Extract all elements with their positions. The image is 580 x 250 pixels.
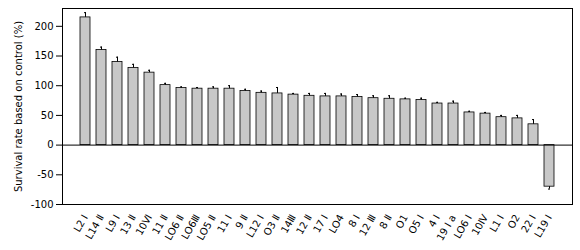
svg-text:LO4: LO4 — [327, 213, 346, 235]
svg-text:Survival rate based on control: Survival rate based on control (%) — [13, 21, 24, 192]
svg-text:22 Ⅰ: 22 Ⅰ — [519, 212, 538, 235]
svg-text:100: 100 — [34, 80, 53, 91]
svg-text:O5 Ⅰ: O5 Ⅰ — [406, 213, 426, 236]
svg-text:50: 50 — [41, 110, 54, 121]
svg-text:LO5 Ⅱ: LO5 Ⅱ — [195, 213, 218, 242]
svg-text:-50: -50 — [37, 169, 53, 180]
svg-text:L19 Ⅰ: L19 Ⅰ — [532, 213, 554, 240]
svg-text:14Ⅲ: 14Ⅲ — [278, 212, 298, 236]
svg-text:10Ⅳ: 10Ⅳ — [470, 212, 491, 237]
svg-text:9 Ⅱ: 9 Ⅱ — [233, 212, 250, 231]
svg-text:8 Ⅰ: 8 Ⅰ — [346, 212, 362, 229]
svg-text:L9 Ⅰ: L9 Ⅰ — [103, 212, 122, 234]
svg-text:LO6 Ⅱ: LO6 Ⅱ — [162, 212, 186, 242]
svg-text:12 Ⅱ: 12 Ⅱ — [294, 213, 314, 237]
svg-text:O1: O1 — [393, 212, 410, 231]
svg-text:17 Ⅰ: 17 Ⅰ — [311, 213, 330, 235]
svg-text:-100: -100 — [31, 199, 54, 210]
svg-text:11 Ⅰ: 11 Ⅰ — [215, 213, 234, 235]
svg-text:12 Ⅲ: 12 Ⅲ — [357, 213, 378, 238]
svg-text:LO6Ⅲ: LO6Ⅲ — [179, 212, 202, 241]
svg-text:11 Ⅱ: 11 Ⅱ — [150, 212, 170, 237]
svg-text:19 Ⅰ a: 19 Ⅰ a — [434, 213, 458, 243]
svg-text:L14 Ⅱ: L14 Ⅱ — [83, 213, 106, 241]
svg-text:13 Ⅱ: 13 Ⅱ — [118, 212, 138, 237]
svg-text:150: 150 — [34, 50, 53, 61]
svg-text:4 Ⅰ: 4 Ⅰ — [426, 212, 442, 229]
svg-text:0: 0 — [47, 139, 53, 150]
svg-text:O3 Ⅱ: O3 Ⅱ — [261, 213, 282, 238]
svg-text:L2 Ⅰ: L2 Ⅰ — [71, 212, 90, 234]
svg-text:200: 200 — [34, 21, 53, 32]
svg-text:L12 Ⅰ: L12 Ⅰ — [244, 213, 266, 240]
svg-text:O2: O2 — [505, 212, 522, 231]
svg-text:LO6 Ⅰ: LO6 Ⅰ — [452, 213, 474, 241]
svg-text:8 Ⅱ: 8 Ⅱ — [377, 213, 394, 231]
svg-text:L1 Ⅰ: L1 Ⅰ — [487, 213, 506, 234]
svg-text:10Ⅵ: 10Ⅵ — [134, 213, 155, 238]
